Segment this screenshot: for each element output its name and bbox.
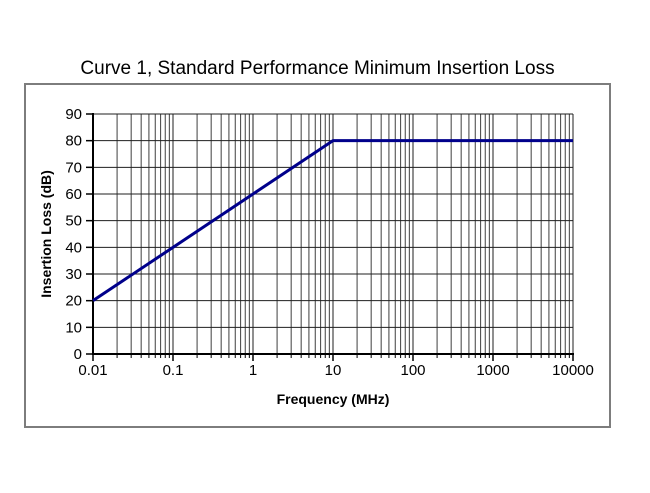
y-tick-label: 80 — [65, 133, 82, 150]
x-tick-label: 100 — [400, 362, 425, 379]
x-axis-label: Frequency (MHz) — [276, 391, 390, 407]
y-tick-labels: 0 10 20 30 40 50 60 70 80 90 — [65, 106, 82, 363]
x-tick-label: 1000 — [476, 362, 509, 379]
x-tick-label: 10000 — [552, 362, 594, 379]
x-minor-gridlines — [116, 114, 570, 354]
x-tick-label: 0.1 — [163, 362, 184, 379]
tick-marks — [86, 113, 574, 361]
y-tick-label: 90 — [65, 106, 82, 123]
y-tick-label: 20 — [65, 293, 82, 310]
y-tick-label: 60 — [65, 186, 82, 203]
insertion-loss-curve — [92, 139, 573, 302]
y-tick-label: 0 — [74, 346, 82, 363]
x-tick-labels: 0.01 0.1 1 10 100 1000 10000 — [78, 362, 593, 379]
y-tick-label: 40 — [65, 239, 82, 256]
x-tick-label: 0.01 — [78, 362, 107, 379]
x-tick-label: 1 — [249, 362, 257, 379]
y-tick-label: 30 — [65, 266, 82, 283]
y-tick-label: 50 — [65, 213, 82, 230]
x-tick-label: 10 — [325, 362, 342, 379]
y-tick-label: 70 — [65, 159, 82, 176]
y-tick-label: 10 — [65, 319, 82, 336]
chart-title: Curve 1, Standard Performance Minimum In… — [80, 58, 555, 79]
